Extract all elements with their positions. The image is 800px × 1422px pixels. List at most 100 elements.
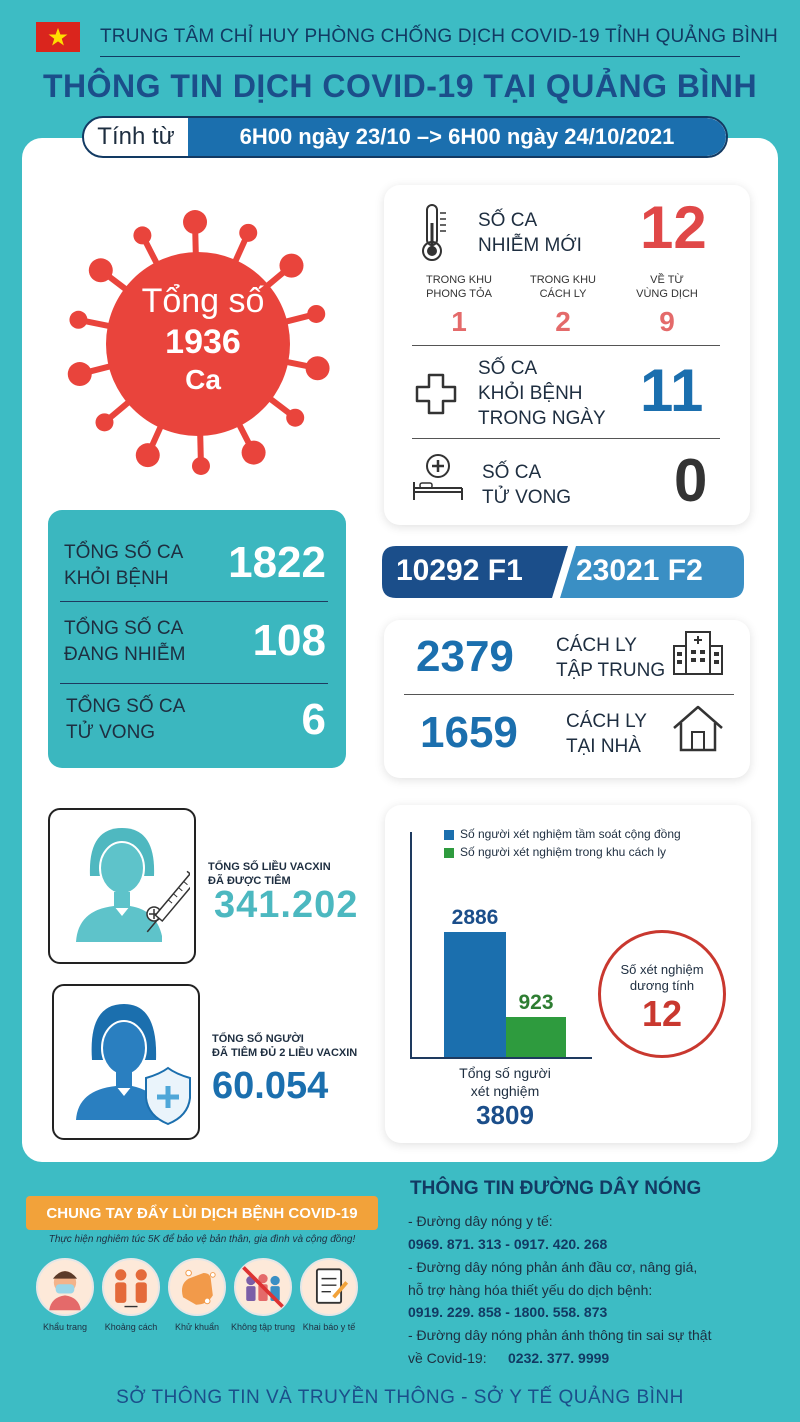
chart-category-label-1: Tổng số người (459, 1065, 551, 1081)
vaccine-doses-value: 341.202 (214, 884, 359, 926)
legend-community: Số người xét nghiệm tầm soát cộng đồng (460, 827, 681, 841)
virus-spike-tip (183, 210, 208, 235)
daily-stats-card (384, 185, 750, 525)
virus-spike-tip (279, 253, 304, 278)
new-cases-label-2: NHIỄM MỚI (478, 235, 582, 256)
breakdown-label-lockdown-2: PHONG TỎA (426, 288, 492, 300)
distance-label: Khoảng cách (104, 1322, 158, 1332)
chart-category-label-2: xét nghiệm (470, 1083, 540, 1099)
organization-name: TRUNG TÂM CHỈ HUY PHÒNG CHỐNG DỊCH COVID… (100, 26, 778, 47)
divider (412, 438, 720, 439)
positive-tests-value: 12 (641, 993, 683, 1034)
f2-count: 23021 F2 (576, 554, 703, 587)
deaths-today-label-1: SỐ CA (482, 462, 542, 483)
divider (60, 683, 328, 684)
virus-spike-tip (135, 443, 160, 468)
period-pill: Tính từ 6H00 ngày 23/10 –> 6H00 ngày 24/… (82, 116, 728, 158)
central-isolation-value: 2379 (416, 632, 514, 681)
positive-tests-label-1: Số xét nghiệm (620, 962, 704, 977)
total-deaths-label-1: TỔNG SỐ CA (66, 696, 186, 717)
vaccine-full-label-1: TỔNG SỐ NGƯỜI (212, 1033, 304, 1045)
positive-tests-label-2: dương tính (629, 978, 695, 993)
quarantine-building-icon (673, 631, 723, 675)
virus-spike-tip (88, 258, 113, 283)
virus-icon (67, 210, 330, 475)
footer-credits: SỞ THÔNG TIN VÀ TRUYỀN THÔNG - SỞ Y TẾ Q… (116, 1387, 684, 1408)
mask-icon (36, 1258, 94, 1316)
vaccine-full-label-2: ĐÃ TIÊM ĐỦ 2 LIỀU VACXIN (212, 1047, 358, 1059)
breakdown-label-lockdown: TRONG KHU PHONG TỎA (404, 273, 514, 301)
page-title: THÔNG TIN DỊCH COVID-19 TẠI QUẢNG BÌNH (42, 68, 758, 104)
breakdown-label-imported: VỀ TỪ VÙNG DỊCH (612, 273, 722, 301)
recovered-today-label: SỐ CA KHỎI BỆNH TRONG NGÀY (478, 356, 606, 431)
home-isolation-label-2: TẠI NHÀ (566, 736, 641, 757)
total-recovered-value: 1822 (228, 538, 326, 587)
vietnam-flag-icon (36, 22, 80, 52)
new-cases-label: SỐ CA NHIỄM MỚI (478, 208, 582, 258)
no-gathering-label: Không tập trung (230, 1322, 296, 1332)
virus-spike-tip (286, 408, 305, 427)
breakdown-label-lockdown-1: TRONG KHU (426, 274, 492, 286)
legend-swatch-quarantine (444, 848, 454, 858)
hotline-numbers-prices[interactable]: 0919. 229. 858 - 1800. 558. 873 (408, 1304, 608, 1320)
virus-spike-tip (241, 440, 266, 465)
period-value: 6H00 ngày 23/10 –> 6H00 ngày 24/10/2021 (188, 118, 726, 156)
hotline-line: về Covid-19: (408, 1350, 487, 1366)
total-recovered-label-2: KHỎI BỆNH (64, 568, 169, 589)
hotline-line: - Đường dây nóng y tế: (408, 1213, 553, 1229)
virus-spike-tip (307, 304, 326, 323)
deaths-today-label: SỐ CA TỬ VONG (482, 460, 571, 510)
hotline-line: - Đường dây nóng phản ánh thông tin sai … (408, 1327, 712, 1343)
total-deaths-label-2: TỬ VONG (66, 722, 156, 743)
no-gathering-icon (234, 1258, 292, 1316)
recovered-today-label-3: TRONG NGÀY (478, 408, 606, 429)
hand-wash-label: Khử khuẩn (174, 1322, 220, 1332)
vaccinated-woman-icon (76, 1004, 191, 1126)
chart-y-axis (410, 832, 412, 1057)
breakdown-value-lockdown: 1 (451, 306, 467, 337)
home-isolation-label-1: CÁCH LY (566, 711, 647, 732)
total-active-label: TỔNG SỐ CA ĐANG NHIỄM (64, 616, 185, 668)
contacts-bar (382, 546, 744, 598)
divider (404, 694, 734, 695)
total-deaths-label: TỔNG SỐ CA TỬ VONG (66, 694, 185, 746)
vaccine-doses-label-2: ĐÃ ĐƯỢC TIÊM (208, 875, 291, 887)
positive-tests-label: Số xét nghiệm dương tính (598, 962, 726, 994)
deaths-today-value: 0 (674, 447, 708, 514)
vaccine-doses-label-1: TỔNG SỐ LIỀU VACXIN (208, 861, 331, 873)
virus-spike-tip (239, 223, 258, 242)
total-value: 1936 (165, 323, 241, 361)
breakdown-label-quarantine: TRONG KHU CÁCH LY (508, 273, 618, 301)
virus-spike-tip (133, 226, 152, 245)
hand-wash-icon (168, 1258, 226, 1316)
vaccine-full-label: TỔNG SỐ NGƯỜI ĐÃ TIÊM ĐỦ 2 LIỀU VACXIN (212, 1032, 357, 1060)
header-divider (100, 56, 740, 57)
bar-community-tests (444, 932, 506, 1057)
house-icon (673, 705, 723, 752)
total-label: Tổng số (141, 282, 265, 320)
central-isolation-label-1: CÁCH LY (556, 635, 637, 656)
virus-spike-tip (95, 413, 114, 432)
virus-spike-tip (67, 362, 92, 387)
bar-quarantine-tests (506, 1017, 566, 1057)
total-active-label-1: TỔNG SỐ CA (64, 618, 184, 639)
divider (60, 601, 328, 602)
total-deaths-value: 6 (301, 695, 326, 744)
hotline-number-misinformation[interactable]: 0232. 377. 9999 (508, 1350, 610, 1366)
recovered-today-label-2: KHỎI BỆNH (478, 383, 583, 404)
hotline-line: - Đường dây nóng phản ánh đầu cơ, nâng g… (408, 1259, 698, 1275)
home-isolation-value: 1659 (420, 708, 518, 757)
legend-swatch-community (444, 830, 454, 840)
deaths-today-label-2: TỬ VONG (482, 487, 572, 508)
period-label: Tính từ (97, 123, 175, 150)
campaign-banner: CHUNG TAY ĐẨY LÙI DỊCH BỆNH COVID-19 (26, 1196, 378, 1230)
virus-spike-tip (69, 310, 88, 329)
f1-count: 10292 F1 (396, 554, 523, 587)
distance-icon (102, 1258, 160, 1316)
central-isolation-label: CÁCH LY TẬP TRUNG (556, 633, 665, 683)
hotline-numbers-medical[interactable]: 0969. 871. 313 - 0917. 420. 268 (408, 1236, 608, 1252)
breakdown-label-imported-1: VỀ TỪ (650, 274, 684, 286)
recovered-today-label-1: SỐ CA (478, 358, 538, 379)
chart-x-axis (410, 1057, 592, 1059)
health-declaration-icon (300, 1258, 358, 1316)
